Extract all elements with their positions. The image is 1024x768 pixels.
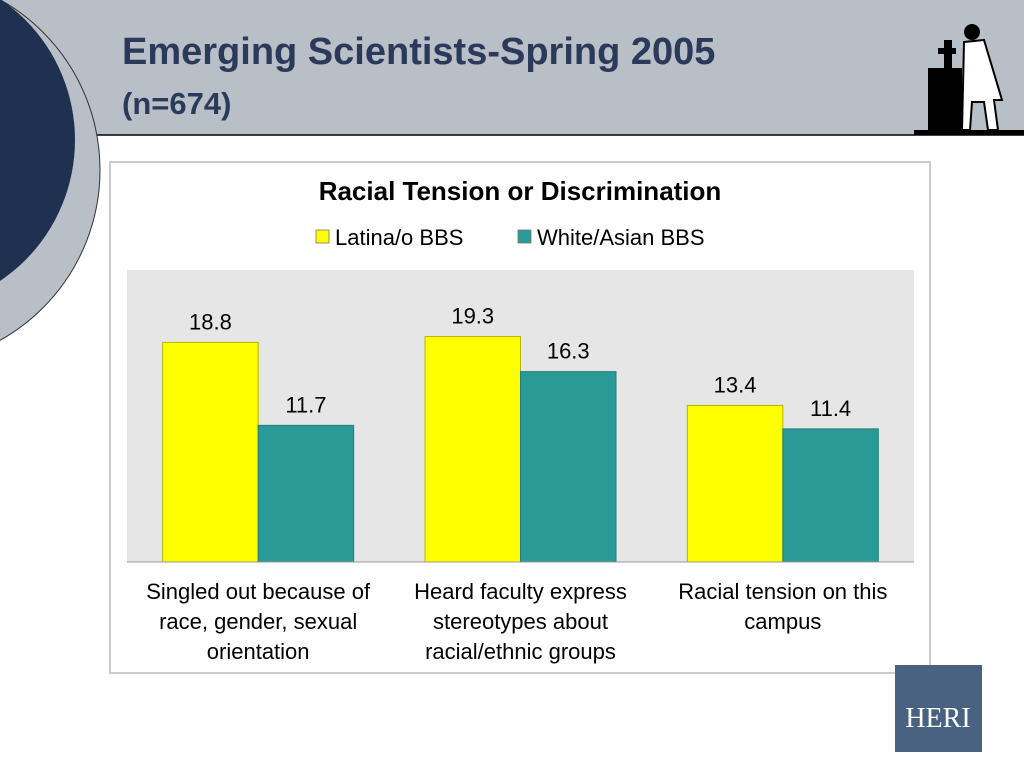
bar	[257, 424, 355, 563]
bar	[782, 428, 879, 563]
bar	[162, 341, 259, 563]
legend-swatch	[517, 229, 532, 244]
bar	[424, 336, 521, 563]
bar	[686, 404, 784, 563]
chart-title: Racial Tension or Discrimination	[319, 176, 722, 206]
deco-circle	[0, 0, 75, 281]
legend-label: White/Asian BBS	[537, 225, 705, 250]
legend-swatch	[315, 229, 330, 244]
legend-label: Latina/o BBS	[335, 225, 463, 250]
category-label: Heard faculty express stereotypes about …	[414, 579, 627, 664]
value-label: 16.3	[547, 339, 590, 364]
value-label: 11.4	[810, 396, 851, 421]
header-band	[0, 0, 1024, 135]
value-label: 13.4	[714, 372, 757, 397]
category-label: Racial tension on this campus	[678, 579, 888, 634]
logo-box	[895, 665, 982, 752]
scientist-icon	[914, 24, 1024, 135]
slide-subtitle: (n=674)	[122, 86, 231, 121]
value-label: 11.7	[285, 392, 326, 417]
category-label: Singled out because of race, gender, sex…	[146, 579, 371, 664]
value-label: 19.3	[451, 304, 494, 329]
logo-text: HERI	[905, 703, 970, 734]
bar	[520, 371, 617, 563]
slide-title: Emerging Scientists-Spring 2005	[122, 31, 715, 73]
value-label: 18.8	[189, 309, 232, 334]
